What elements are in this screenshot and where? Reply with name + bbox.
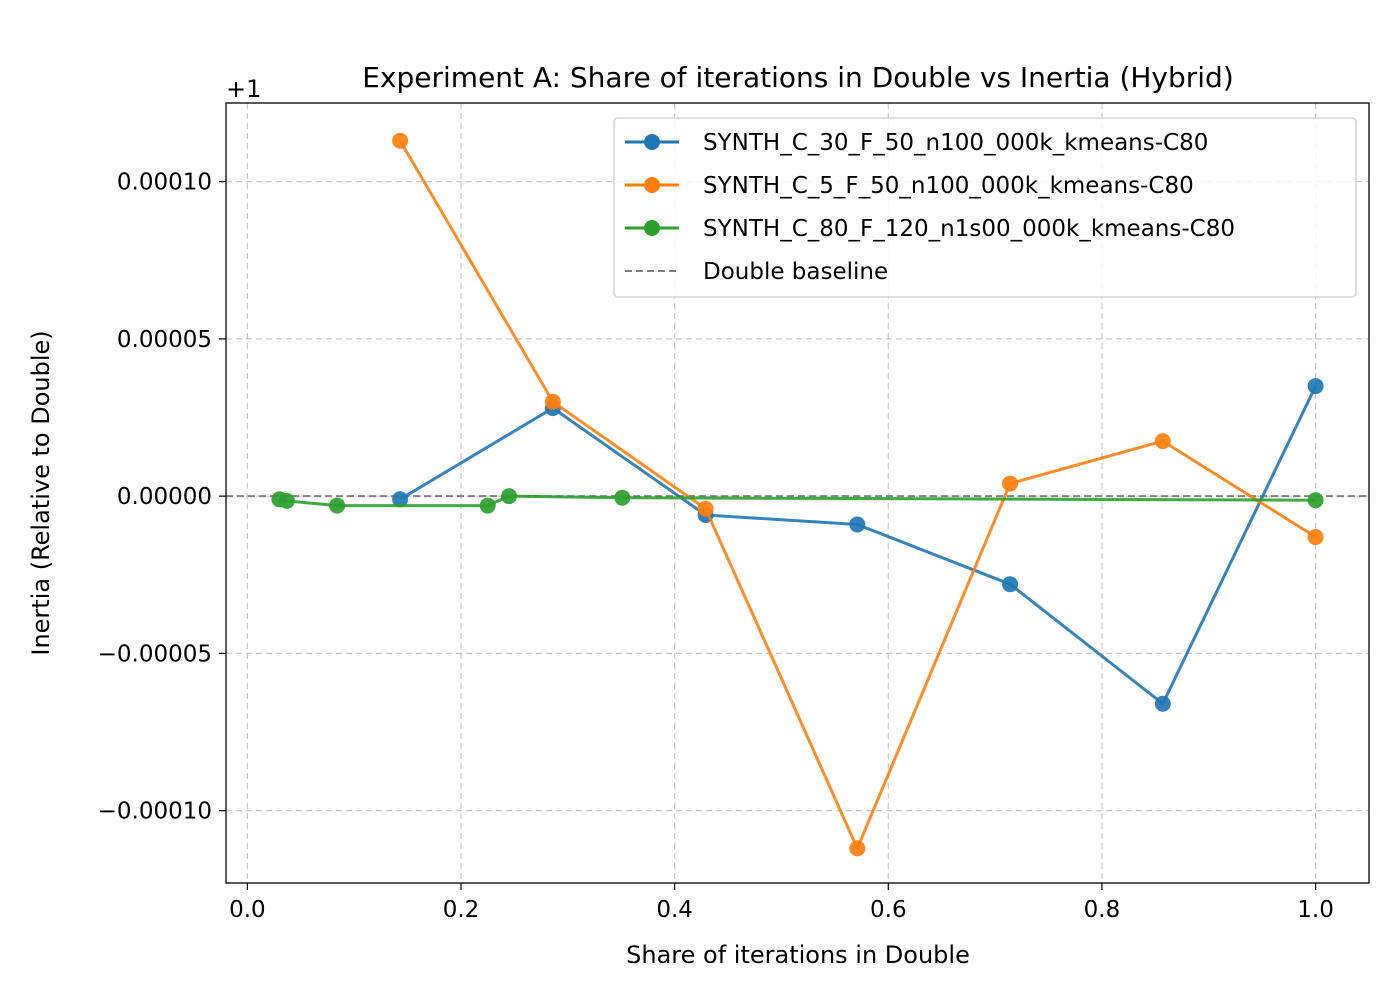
data-point <box>1002 576 1019 593</box>
series-3 <box>271 488 1324 514</box>
data-point <box>479 497 496 514</box>
data-point <box>544 393 561 410</box>
y-offset-label: +1 <box>226 75 261 103</box>
legend-label-baseline: Double baseline <box>703 259 888 285</box>
legend-marker-series-2 <box>644 177 660 193</box>
y-axis: 0.00010 0.00005 0.00000 −0.00005 −0.00010 <box>98 170 226 825</box>
data-point <box>1307 529 1324 546</box>
legend-label-series-1: SYNTH_C_30_F_50_n100_000k_kmeans-C80 <box>703 130 1208 156</box>
data-point <box>1002 475 1019 492</box>
x-tick-label: 0.8 <box>1084 897 1121 923</box>
data-point <box>697 500 714 517</box>
legend-marker-series-1 <box>644 134 660 150</box>
legend-box <box>613 117 1357 298</box>
data-point <box>278 492 295 509</box>
data-point <box>849 840 866 857</box>
y-tick-label: 0.00005 <box>117 327 212 353</box>
data-point <box>1154 695 1171 712</box>
data-point <box>392 132 409 149</box>
y-tick-label: −0.00005 <box>98 641 212 667</box>
x-tick-label: 0.6 <box>870 897 907 923</box>
plot-frame <box>225 102 1370 884</box>
x-tick-label: 0.2 <box>443 897 480 923</box>
legend-marker-series-3 <box>644 220 660 236</box>
x-tick-label: 0.4 <box>656 897 693 923</box>
series-1 <box>392 378 1324 712</box>
chart-title: Experiment A: Share of iterations in Dou… <box>362 61 1234 94</box>
x-tick-label: 1.0 <box>1297 897 1334 923</box>
data-point <box>614 489 631 506</box>
legend-label-series-3: SYNTH_C_80_F_120_n1s00_000k_kmeans-C80 <box>703 216 1235 242</box>
legend: SYNTH_C_30_F_50_n100_000k_kmeans-C80 SYN… <box>613 117 1357 298</box>
series-line <box>399 385 1317 706</box>
data-point <box>1307 492 1324 509</box>
x-axis: 0.0 0.2 0.4 0.6 0.8 1.0 <box>229 883 1334 923</box>
x-tick-label: 0.0 <box>229 897 266 923</box>
series-layer <box>271 132 1324 857</box>
data-point <box>329 497 346 514</box>
y-tick-label: 0.00010 <box>117 170 212 196</box>
series-2 <box>392 132 1324 857</box>
x-axis-label: Share of iterations in Double <box>626 941 970 969</box>
series-line <box>279 494 1316 508</box>
y-tick-label: −0.00010 <box>98 799 212 825</box>
data-point <box>849 516 866 533</box>
legend-label-series-2: SYNTH_C_5_F_50_n100_000k_kmeans-C80 <box>703 173 1194 199</box>
data-point <box>1154 433 1171 450</box>
y-axis-label: Inertia (Relative to Double) <box>27 330 55 655</box>
data-point <box>1307 378 1324 395</box>
y-tick-label: 0.00000 <box>117 484 212 510</box>
data-point <box>501 488 518 505</box>
data-point <box>392 491 409 508</box>
